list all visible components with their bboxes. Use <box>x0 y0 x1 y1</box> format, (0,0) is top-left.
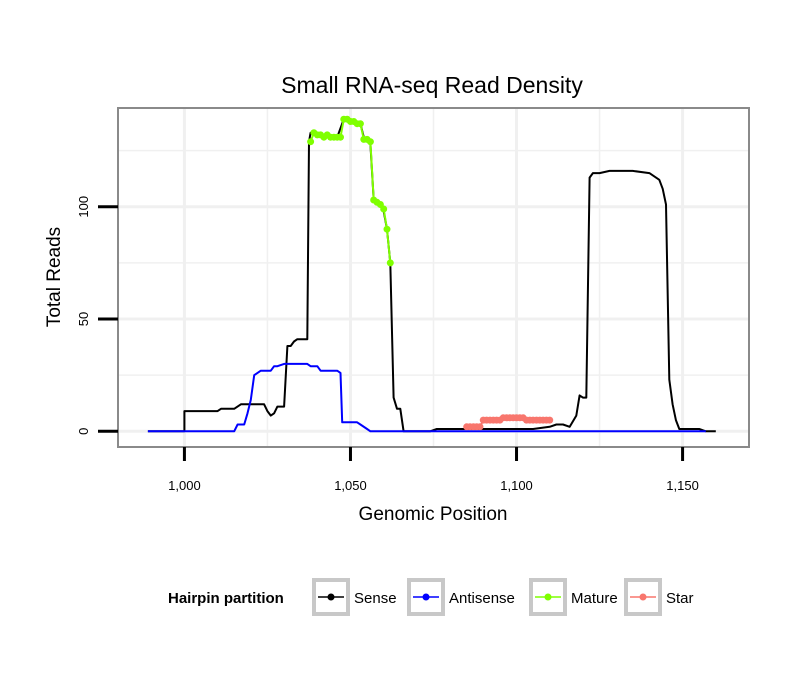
data-point-mature <box>386 259 394 267</box>
x-tick-label: 1,000 <box>168 478 201 493</box>
axes: 1,000 1,050 1,100 1,150 0 50 100 <box>76 196 699 493</box>
legend-marker-star <box>639 593 647 601</box>
x-axis-label: Genomic Position <box>359 504 508 525</box>
chart-title: Small RNA-seq Read Density <box>281 72 583 98</box>
data-point-mature <box>366 138 374 146</box>
data-point-mature <box>356 120 364 128</box>
legend-label-sense: Sense <box>354 590 397 607</box>
legend-marker-sense <box>327 593 335 601</box>
legend-marker-antisense <box>422 593 430 601</box>
y-tick-label: 0 <box>76 428 91 435</box>
x-tick-label: 1,050 <box>334 478 367 493</box>
y-tick-label: 50 <box>76 312 91 326</box>
legend-title: Hairpin partition <box>168 590 284 607</box>
legend-item-sense: Sense <box>312 578 397 616</box>
data-point-mature <box>337 133 344 141</box>
data-point-mature <box>307 138 315 146</box>
data-point-mature <box>383 225 391 233</box>
legend-label-star: Star <box>666 590 694 607</box>
y-axis-label: Total Reads <box>44 227 65 327</box>
legend-label-antisense: Antisense <box>449 590 515 607</box>
series-line-antisense <box>147 362 706 433</box>
series-antisense <box>147 362 706 433</box>
legend: Hairpin partition Sense Antisense Mature St… <box>168 578 694 616</box>
x-tick-label: 1,150 <box>666 478 699 493</box>
series-star <box>463 414 554 431</box>
series-group <box>147 115 716 433</box>
y-tick-label: 100 <box>76 196 91 218</box>
x-tick-label: 1,100 <box>500 478 533 493</box>
legend-item-star: Star <box>624 578 694 616</box>
legend-label-mature: Mature <box>571 590 618 607</box>
data-point-star <box>476 423 484 431</box>
legend-item-mature: Mature <box>529 578 618 616</box>
data-point-star <box>546 416 554 424</box>
legend-marker-mature <box>544 593 552 601</box>
legend-item-antisense: Antisense <box>407 578 515 616</box>
data-point-mature <box>380 205 388 213</box>
series-mature <box>307 115 394 267</box>
